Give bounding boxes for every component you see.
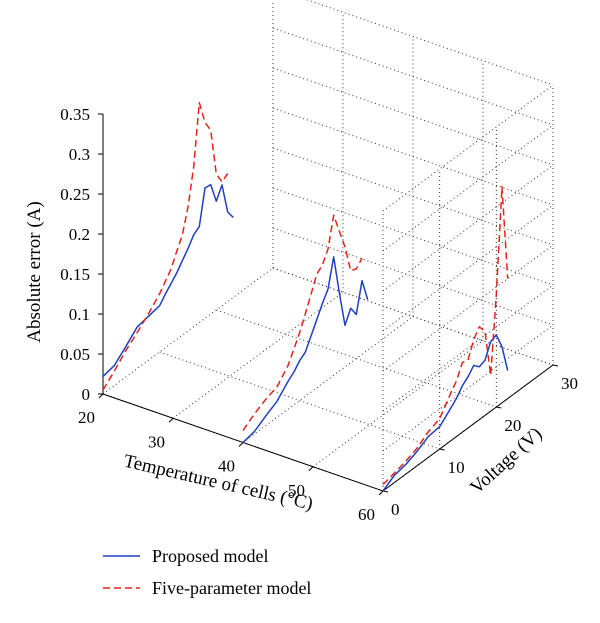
legend-label-five-parameter-model: Five-parameter model <box>152 578 311 598</box>
five-parameter-model-line-60c <box>382 186 509 486</box>
y-tick-mark <box>552 364 559 367</box>
grid-line <box>382 284 554 412</box>
x-tick-label: 50 <box>288 481 305 500</box>
grid-line <box>382 324 554 452</box>
grid-line <box>242 316 414 443</box>
five-parameter-model-line-40c <box>242 214 363 431</box>
legend: Proposed model Five-parameter model <box>103 546 311 598</box>
grid-line <box>272 267 554 366</box>
z-tick-label: 0.35 <box>60 105 90 124</box>
x-tick-mark <box>378 490 384 496</box>
y-axis-line <box>382 364 554 492</box>
x-tick-mark <box>238 442 244 447</box>
y-tick-label: 0 <box>391 500 400 519</box>
y-tick-label: 10 <box>448 458 465 477</box>
x-tick-mark <box>308 466 314 472</box>
x-tick-mark <box>98 393 104 399</box>
grid-line <box>172 291 344 419</box>
grid-line <box>382 204 554 332</box>
y-tick-label: 30 <box>561 374 578 393</box>
y-tick-mark <box>439 448 445 451</box>
proposed-model-line-20c <box>102 183 234 377</box>
y-tick-label: 20 <box>504 416 521 435</box>
x-tick-label: 30 <box>148 432 165 451</box>
grid-line <box>382 244 554 372</box>
x-tick-mark <box>168 417 174 423</box>
plot-lines <box>102 101 509 492</box>
grid-line <box>216 309 497 408</box>
z-tick-label: 0.05 <box>60 345 90 364</box>
y-tick-mark <box>382 490 389 493</box>
legend-label-proposed-model: Proposed model <box>152 546 269 566</box>
grid-line <box>382 84 554 212</box>
z-tick-label: 0.25 <box>60 185 90 204</box>
axes <box>98 113 559 496</box>
x-tick-label: 60 <box>358 505 375 524</box>
proposed-model-line-40c <box>242 256 369 444</box>
grid-line <box>382 124 554 252</box>
five-parameter-model-line-20c <box>102 101 229 391</box>
z-tick-label: 0.15 <box>60 265 90 284</box>
z-axis-label: Absolute error (A) <box>24 201 45 342</box>
z-tick-label: 0.3 <box>69 145 90 164</box>
grid-line <box>159 351 440 450</box>
z-tick-label: 0 <box>82 385 91 404</box>
grid-line <box>312 340 484 468</box>
x-tick-label: 40 <box>218 457 235 476</box>
grid-line <box>102 267 274 395</box>
tick-labels: 0 0.05 0.1 0.15 0.2 0.25 0.3 0.35 20 30 40 50 60 0 10 2… <box>60 105 578 524</box>
z-tick-label: 0.2 <box>69 225 90 244</box>
y-tick-mark <box>496 406 502 409</box>
grid-line <box>382 164 554 292</box>
grid-line <box>306 0 554 86</box>
z-tick-label: 0.1 <box>69 305 90 324</box>
x-tick-label: 20 <box>78 408 95 427</box>
